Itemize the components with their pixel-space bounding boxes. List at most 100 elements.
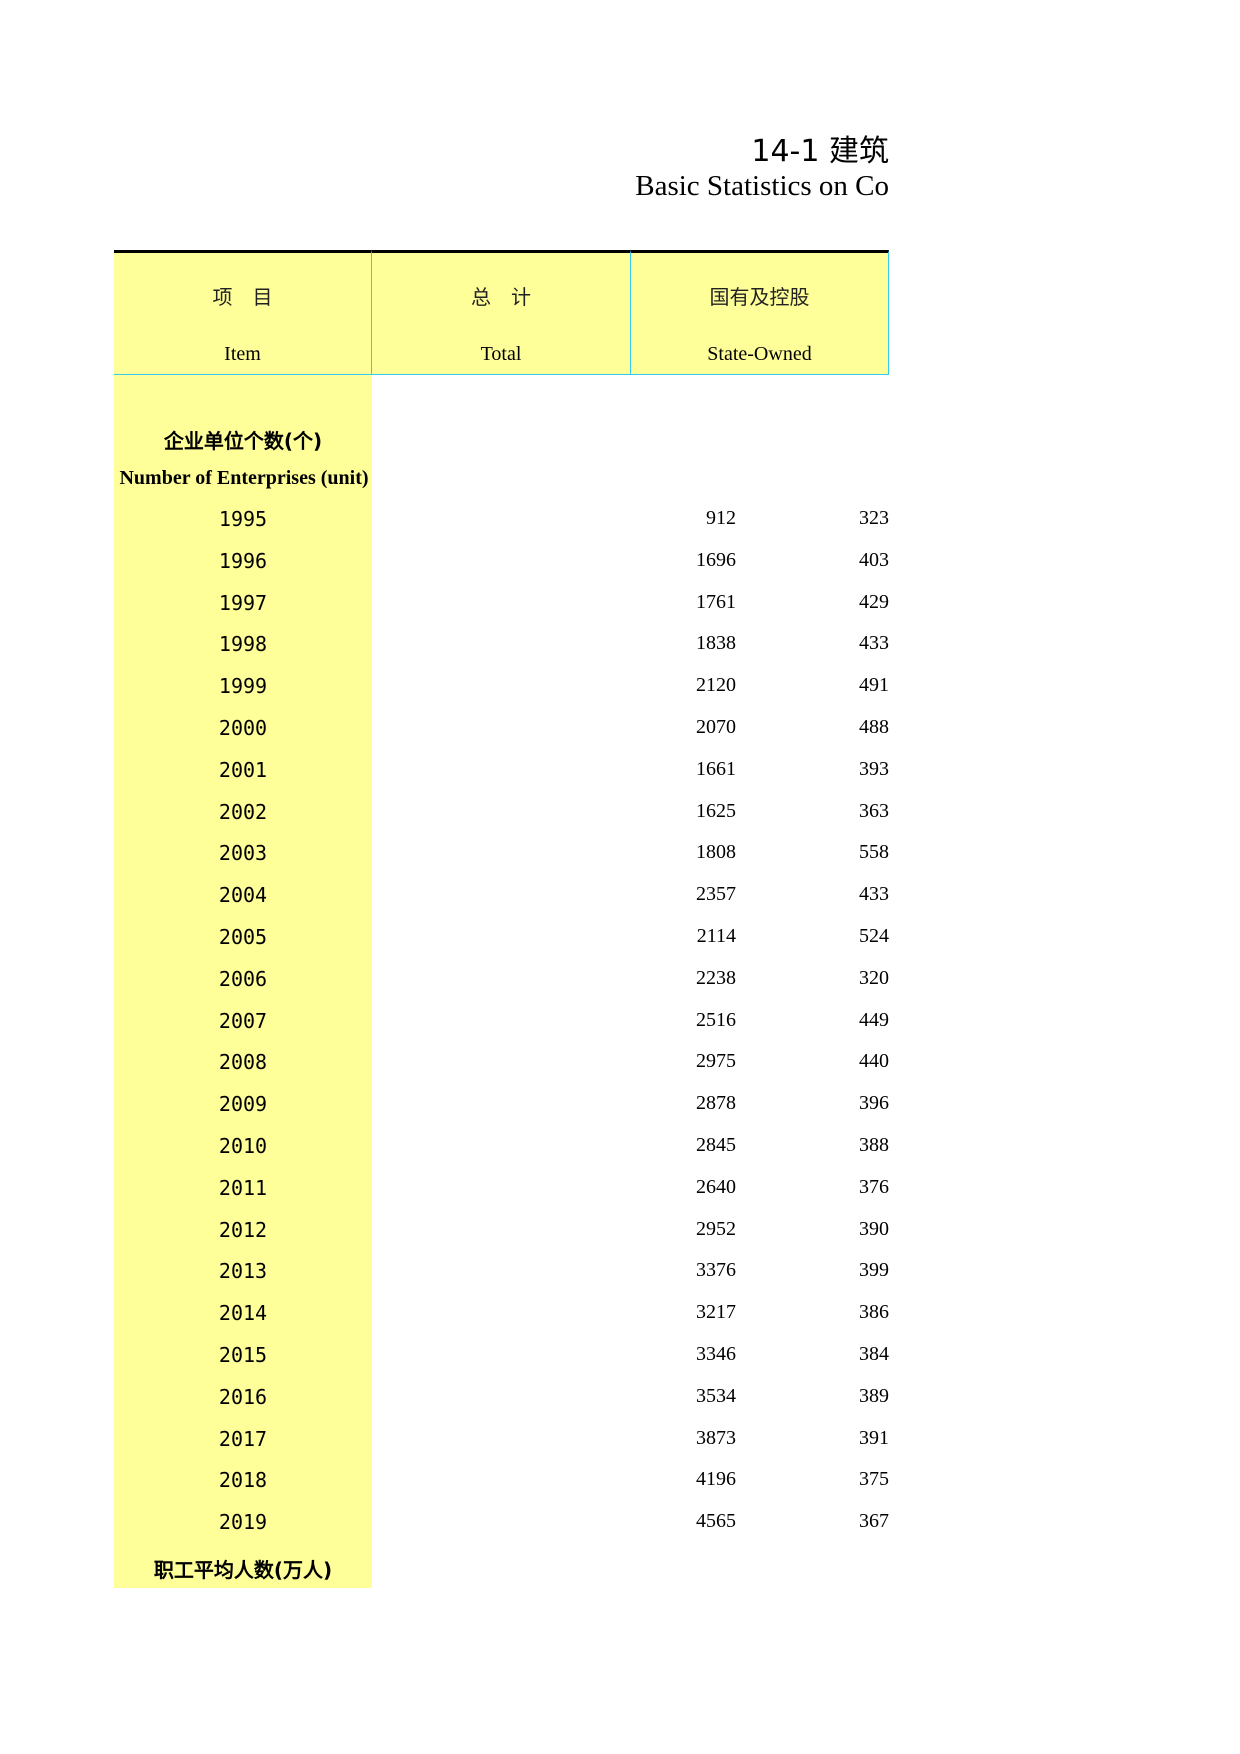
row-year: 2011 <box>218 1175 268 1200</box>
header-item: 项 目 Item <box>114 250 372 375</box>
row-year: 2004 <box>218 883 268 908</box>
section-title-cn: 职工平均人数(万人) <box>153 1558 333 1582</box>
table-row: 2007 2516 449 <box>114 1009 889 1039</box>
row-total: 3534 <box>696 1384 736 1407</box>
header-state-owned-cn: 国有及控股 <box>709 287 810 309</box>
row-state-owned: 388 <box>859 1134 889 1156</box>
row-year: 2016 <box>218 1384 268 1409</box>
row-total: 2114 <box>696 925 736 947</box>
row-year: 2013 <box>218 1259 268 1284</box>
row-total: 2238 <box>696 966 736 989</box>
row-total: 2640 <box>696 1175 736 1198</box>
header-item-cn: 项 目 <box>212 287 273 309</box>
table-row: 2010 2845 388 <box>114 1134 889 1164</box>
row-total: 1761 <box>696 590 736 613</box>
table-row: 2000 2070 488 <box>114 716 889 746</box>
row-year: 1995 <box>218 507 268 531</box>
row-state-owned: 384 <box>859 1343 889 1365</box>
row-year: 2007 <box>218 1008 268 1033</box>
table-row: 2011 2640 376 <box>114 1176 889 1206</box>
row-state-owned: 375 <box>859 1468 889 1491</box>
table-row: 1997 1761 429 <box>114 591 889 621</box>
table-row: 2017 3873 391 <box>114 1427 889 1457</box>
row-total: 2357 <box>696 883 736 906</box>
row-total: 2516 <box>696 1008 736 1031</box>
header-state-owned: 国有及控股 State-Owned <box>631 250 889 375</box>
row-state-owned: 491 <box>859 674 889 697</box>
item-column-background <box>114 375 372 1588</box>
row-total: 2070 <box>696 716 736 738</box>
row-state-owned: 433 <box>859 632 889 655</box>
row-state-owned: 390 <box>859 1217 889 1240</box>
row-state-owned: 399 <box>859 1259 889 1282</box>
row-year: 2001 <box>218 757 268 782</box>
row-state-owned: 393 <box>859 757 889 780</box>
row-total: 1696 <box>696 548 736 571</box>
table-row: 2009 2878 396 <box>114 1092 889 1122</box>
row-total: 2952 <box>696 1217 736 1240</box>
row-year: 2008 <box>218 1050 268 1075</box>
row-state-owned: 440 <box>859 1050 889 1073</box>
table-row: 2003 1808 558 <box>114 841 889 871</box>
row-state-owned: 386 <box>859 1301 889 1324</box>
table-row: 1996 1696 403 <box>114 549 889 579</box>
table-row: 2002 1625 363 <box>114 800 889 830</box>
row-state-owned: 391 <box>859 1426 889 1449</box>
row-state-owned: 558 <box>859 841 889 864</box>
row-total: 3873 <box>696 1426 736 1449</box>
row-year: 2012 <box>218 1217 268 1242</box>
row-state-owned: 403 <box>859 548 889 571</box>
row-state-owned: 376 <box>859 1175 889 1198</box>
row-state-owned: 320 <box>859 966 889 989</box>
table-row: 2013 3376 399 <box>114 1259 889 1289</box>
row-state-owned: 323 <box>859 507 889 529</box>
row-state-owned: 363 <box>859 799 889 822</box>
row-state-owned: 524 <box>859 925 889 947</box>
row-year: 2000 <box>218 716 268 740</box>
row-year: 2003 <box>218 841 268 866</box>
row-state-owned: 367 <box>859 1510 889 1533</box>
header-item-en: Item <box>224 343 261 365</box>
table-row: 2001 1661 393 <box>114 758 889 788</box>
table-row: 1995 912 323 <box>114 507 889 537</box>
row-total: 2878 <box>696 1092 736 1115</box>
header-total-en: Total <box>480 343 522 365</box>
row-year: 2014 <box>218 1301 268 1326</box>
row-year: 2018 <box>218 1468 268 1493</box>
row-year: 2002 <box>218 799 268 824</box>
row-state-owned: 396 <box>859 1092 889 1115</box>
page-title: 14-1 建筑 <box>751 134 889 169</box>
table-row: 2016 3534 389 <box>114 1385 889 1415</box>
row-state-owned: 488 <box>859 716 889 738</box>
row-total: 1808 <box>696 841 736 864</box>
row-year: 1997 <box>218 590 268 615</box>
row-year: 2006 <box>218 966 268 991</box>
row-year: 2019 <box>218 1510 268 1535</box>
table-row: 2015 3346 384 <box>114 1343 889 1373</box>
row-year: 2010 <box>218 1134 268 1158</box>
row-total: 1838 <box>696 632 736 655</box>
row-state-owned: 389 <box>859 1384 889 1407</box>
row-year: 2009 <box>218 1092 268 1117</box>
row-total: 3346 <box>696 1343 736 1365</box>
row-year: 1998 <box>218 632 268 657</box>
table-row: 2006 2238 320 <box>114 967 889 997</box>
header-state-owned-en: State-Owned <box>707 343 812 365</box>
row-total: 2975 <box>696 1050 736 1073</box>
page-subtitle: Basic Statistics on Co <box>635 170 889 202</box>
row-total: 3376 <box>696 1259 736 1282</box>
row-year: 1996 <box>218 548 268 573</box>
table-row: 2018 4196 375 <box>114 1468 889 1498</box>
row-state-owned: 449 <box>859 1008 889 1031</box>
row-total: 1625 <box>696 799 736 822</box>
table-row: 2008 2975 440 <box>114 1050 889 1080</box>
table-row: 2004 2357 433 <box>114 883 889 913</box>
table-row: 2012 2952 390 <box>114 1218 889 1248</box>
row-total: 2120 <box>696 674 736 697</box>
table-row: 1998 1838 433 <box>114 632 889 662</box>
header-total-cn: 总 计 <box>471 287 531 309</box>
row-year: 1999 <box>218 674 268 699</box>
row-year: 2005 <box>218 925 268 949</box>
row-year: 2015 <box>218 1343 268 1367</box>
row-total: 2845 <box>696 1134 736 1156</box>
